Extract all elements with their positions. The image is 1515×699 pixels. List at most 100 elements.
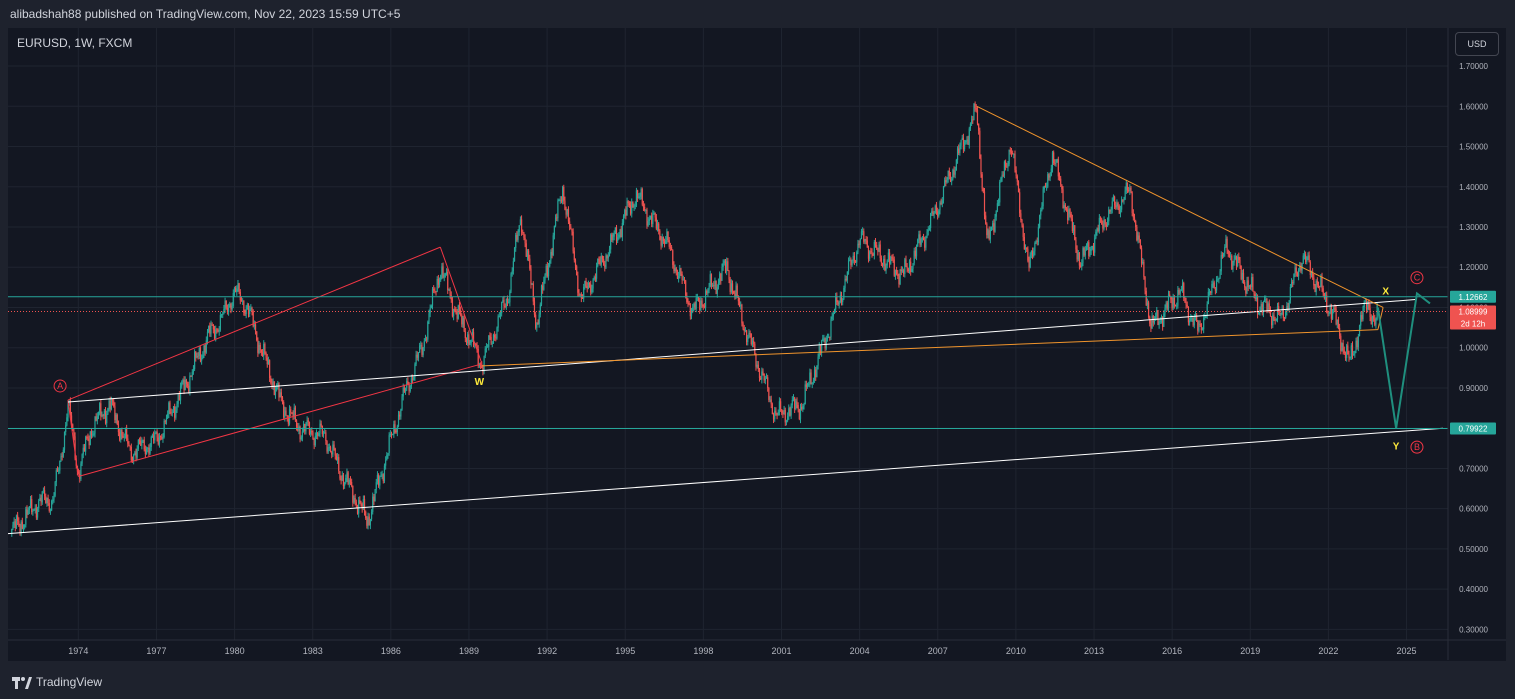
candle-body bbox=[340, 478, 342, 481]
candle-body bbox=[382, 474, 384, 481]
candle-body bbox=[712, 285, 714, 286]
candle-body bbox=[1180, 289, 1182, 291]
currency-button[interactable]: USD bbox=[1455, 32, 1499, 56]
candle-body bbox=[838, 302, 840, 305]
candle-body bbox=[782, 413, 784, 415]
candle-body bbox=[115, 414, 117, 421]
candle-body bbox=[1178, 289, 1180, 294]
candle-body bbox=[1261, 304, 1263, 314]
candle-body bbox=[716, 287, 718, 294]
candle-body bbox=[880, 258, 882, 264]
candle-body bbox=[351, 481, 353, 486]
candle-body bbox=[486, 346, 489, 348]
candle-body bbox=[637, 190, 639, 199]
candle-body bbox=[862, 231, 864, 233]
candle-body bbox=[294, 407, 296, 421]
candle-body bbox=[274, 389, 277, 395]
candle-body bbox=[1199, 323, 1201, 325]
candle-body bbox=[839, 295, 841, 303]
publisher-header: alibadshah88 published on TradingView.co… bbox=[0, 0, 1515, 28]
candle-body bbox=[601, 255, 604, 260]
candle-body bbox=[760, 377, 762, 380]
candle-body bbox=[833, 309, 836, 314]
candle-body bbox=[577, 275, 579, 293]
candle-body bbox=[222, 313, 224, 315]
candle-body bbox=[645, 210, 647, 211]
candle-body bbox=[116, 414, 118, 425]
candle-body bbox=[28, 506, 30, 511]
candle-body bbox=[543, 280, 545, 290]
wedge-lower-line bbox=[481, 329, 1378, 367]
candle-body bbox=[874, 241, 877, 246]
candle-body bbox=[516, 235, 518, 240]
time-tick-label: 2010 bbox=[1006, 646, 1026, 656]
candle-body bbox=[754, 343, 756, 355]
candle-body bbox=[1049, 175, 1051, 178]
candle-body bbox=[824, 338, 826, 349]
candle-body bbox=[799, 406, 802, 420]
chart-pane[interactable]: A W X Y B C 1.70000 1.60000 1.50000 1.40000 1.300… bbox=[8, 28, 1506, 661]
candle-body bbox=[847, 260, 850, 272]
candle-body bbox=[1029, 254, 1031, 268]
candle-body bbox=[678, 275, 680, 279]
chart-svg[interactable]: A W X Y B C 1.70000 1.60000 1.50000 1.40000 1.300… bbox=[8, 28, 1506, 661]
candle-body bbox=[1343, 350, 1345, 354]
candle-body bbox=[1037, 227, 1040, 243]
candle-body bbox=[795, 401, 797, 409]
candle-body bbox=[1002, 174, 1004, 176]
candle-body bbox=[206, 331, 209, 341]
candle-body bbox=[919, 234, 921, 245]
candle-body bbox=[463, 317, 465, 332]
candle-body bbox=[853, 255, 856, 262]
candle-body bbox=[536, 322, 538, 328]
candle-body bbox=[815, 369, 817, 378]
time-tick-label: 1977 bbox=[146, 646, 166, 656]
candle-body bbox=[967, 139, 969, 145]
candle-body bbox=[504, 305, 506, 307]
candle-body bbox=[1348, 354, 1350, 358]
candle-body bbox=[1038, 215, 1041, 228]
candle-body bbox=[917, 239, 919, 247]
candle-body bbox=[34, 507, 36, 510]
candle-body bbox=[401, 396, 403, 410]
candle-body bbox=[1281, 308, 1283, 315]
candle-body bbox=[144, 449, 146, 455]
candle-body bbox=[1125, 182, 1127, 191]
time-tick-label: 1998 bbox=[693, 646, 713, 656]
candle-body bbox=[1280, 314, 1282, 315]
candle-body bbox=[17, 515, 19, 522]
candle-body bbox=[631, 201, 633, 214]
candle-body bbox=[813, 369, 816, 381]
candle-body bbox=[413, 376, 415, 381]
candle-body bbox=[558, 199, 560, 201]
footer-brand[interactable]: TradingView bbox=[0, 668, 102, 696]
candle-body bbox=[886, 260, 888, 266]
candle-body bbox=[224, 300, 226, 310]
candle-body bbox=[1003, 161, 1006, 176]
candle-body bbox=[768, 387, 770, 400]
candle-body bbox=[756, 364, 758, 367]
candle-body bbox=[968, 128, 970, 145]
candle-body bbox=[747, 337, 749, 343]
candle-body bbox=[911, 268, 913, 272]
candle-body bbox=[61, 456, 63, 457]
candle-body bbox=[1265, 299, 1267, 300]
candle-body bbox=[659, 230, 661, 240]
candle-body bbox=[19, 525, 21, 533]
candle-body bbox=[561, 186, 564, 202]
candle-body bbox=[999, 181, 1001, 203]
candle-body bbox=[238, 283, 240, 292]
time-tick-label: 1992 bbox=[537, 646, 557, 656]
candle-body bbox=[142, 439, 144, 441]
candle-body bbox=[373, 496, 375, 502]
candle-body bbox=[1016, 176, 1018, 182]
tradingview-logo-icon bbox=[12, 677, 32, 689]
candle-body bbox=[1098, 217, 1100, 231]
candle-body bbox=[397, 414, 400, 427]
candle-body bbox=[265, 353, 267, 358]
candle-body bbox=[892, 257, 894, 260]
candle-body bbox=[311, 431, 313, 433]
candle-body bbox=[1015, 170, 1017, 177]
candle-body bbox=[972, 119, 974, 121]
candle-body bbox=[231, 305, 233, 310]
